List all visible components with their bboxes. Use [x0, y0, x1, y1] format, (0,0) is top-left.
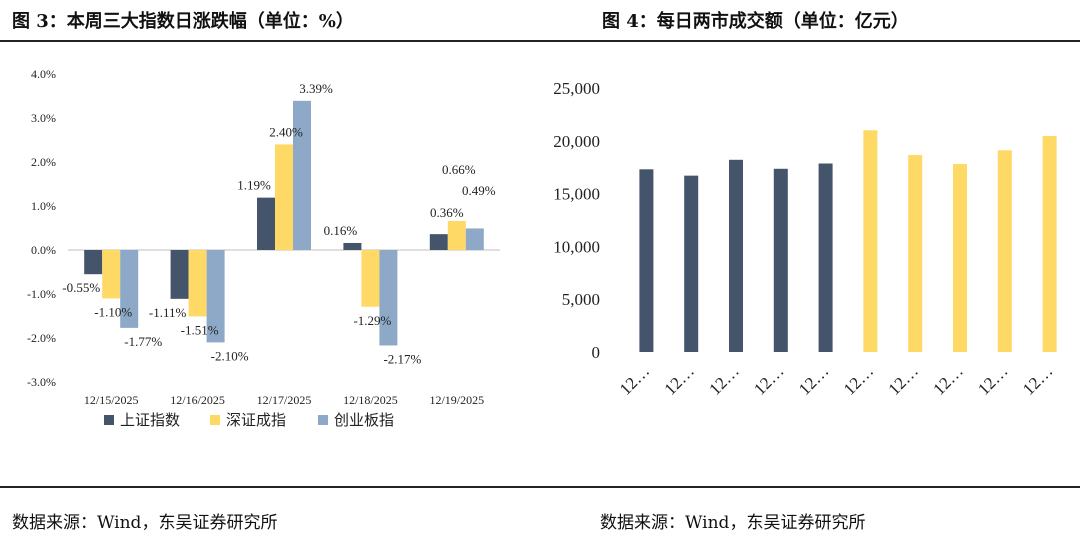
- right-bar-6: [863, 130, 878, 352]
- left-y-tick-label: 0.0%: [31, 243, 56, 257]
- left-data-label: 0.49%: [462, 183, 496, 198]
- bottom-divider: [0, 486, 1080, 488]
- left-y-tick-label: -2.0%: [27, 331, 56, 345]
- right-y-tick-label: 25,000: [553, 79, 600, 98]
- left-data-label: 3.39%: [299, 81, 333, 96]
- left-x-tick-label: 12/15/2025: [84, 393, 139, 407]
- left-data-label: -1.51%: [181, 322, 219, 337]
- left-x-axis: 12/15/2025 12/16/2025 12/17/2025 12/18/2025…: [84, 393, 484, 407]
- right-bar-4: [773, 168, 788, 352]
- left-data-label: 0.66%: [442, 162, 476, 177]
- left-bar-1-5: [429, 234, 448, 250]
- left-x-tick-label: 12/17/2025: [257, 393, 312, 407]
- figure-3-title: 图 3：本周三大指数日涨跌幅（单位：%）: [12, 11, 354, 32]
- left-data-label: 0.16%: [324, 223, 358, 238]
- top-divider: [0, 40, 1080, 42]
- left-legend-swatch: [318, 415, 328, 425]
- right-x-tick-label: 12…: [661, 361, 698, 398]
- left-bar-2-3: [275, 144, 293, 250]
- right-x-tick-label: 12…: [929, 361, 966, 398]
- left-y-tick-label: -1.0%: [27, 287, 56, 301]
- left-legend-label: 深证成指: [226, 412, 286, 429]
- left-legend: 上证指数 深证成指 创业板指: [104, 411, 394, 429]
- left-data-label: -1.10%: [94, 304, 132, 319]
- left-y-tick-label: 4.0%: [31, 67, 56, 81]
- right-bar-5: [818, 163, 833, 352]
- right-bar-10: [1042, 136, 1057, 352]
- right-y-tick-label: 0: [592, 343, 601, 362]
- right-bar-1: [639, 169, 654, 352]
- right-x-tick-label: 12…: [750, 361, 787, 398]
- right-bar-9: [997, 150, 1012, 352]
- left-data-label: -2.10%: [211, 348, 249, 363]
- left-y-tick-label: 3.0%: [31, 111, 56, 125]
- source-note-left: 数据来源：Wind，东吴证券研究所: [12, 513, 278, 533]
- left-data-label: -1.29%: [353, 313, 391, 328]
- right-bar-7: [908, 155, 923, 352]
- left-bars: [84, 100, 484, 346]
- left-bar-2-1: [102, 250, 121, 299]
- left-y-tick-label: -3.0%: [27, 375, 56, 389]
- left-y-tick-label: 2.0%: [31, 155, 56, 169]
- right-x-axis: 12… 12… 12… 12… 12… 12… 12… 12… 12… 12…: [616, 361, 1057, 398]
- left-bar-2-2: [188, 250, 207, 317]
- left-bar-1-2: [170, 250, 189, 299]
- left-bar-3-3: [293, 100, 311, 250]
- right-x-tick-label: 12…: [840, 361, 877, 398]
- right-bar-3: [729, 159, 743, 352]
- right-y-tick-label: 5,000: [562, 290, 600, 309]
- right-x-tick-label: 12…: [795, 361, 832, 398]
- left-bar-3-2: [206, 250, 225, 343]
- left-x-tick-label: 12/16/2025: [170, 393, 225, 407]
- left-data-label: 2.40%: [269, 124, 303, 139]
- left-legend-swatch: [210, 415, 220, 425]
- left-bar-3-4: [379, 250, 398, 346]
- source-note-right: 数据来源：Wind，东吴证券研究所: [600, 513, 866, 533]
- left-y-tick-label: 1.0%: [31, 199, 56, 213]
- left-bar-3-5: [465, 228, 484, 250]
- left-bar-1-4: [343, 242, 362, 250]
- left-y-axis: 4.0% 3.0% 2.0% 1.0% 0.0% -1.0% -2.0% -3.0%: [27, 67, 500, 389]
- left-legend-swatch: [104, 415, 114, 425]
- left-legend-label: 上证指数: [120, 412, 180, 429]
- left-data-label: -2.17%: [383, 351, 421, 366]
- left-data-label: -1.11%: [149, 305, 187, 320]
- left-bar-1-1: [84, 250, 103, 275]
- left-bar-3-1: [120, 250, 139, 328]
- figure-4-title: 图 4：每日两市成交额（单位：亿元）: [602, 11, 909, 32]
- right-x-tick-label: 12…: [705, 361, 742, 398]
- right-x-tick-label: 12…: [616, 361, 653, 398]
- daily-index-change-chart: 4.0% 3.0% 2.0% 1.0% 0.0% -1.0% -2.0% -3.0% -0.5…: [27, 67, 500, 429]
- left-data-label: -1.77%: [124, 334, 162, 349]
- left-x-tick-label: 12/19/2025: [429, 393, 484, 407]
- right-x-tick-label: 12…: [974, 361, 1011, 398]
- left-bar-2-4: [361, 250, 380, 307]
- left-bar-2-5: [447, 220, 466, 250]
- left-data-label: 1.19%: [237, 178, 271, 193]
- right-y-axis: 0 5,000 10,000 15,000 20,000 25,000: [553, 79, 600, 362]
- left-data-label: -0.55%: [62, 280, 100, 295]
- left-legend-label: 创业板指: [334, 411, 394, 429]
- right-y-tick-label: 10,000: [553, 237, 600, 256]
- right-x-tick-label: 12…: [1019, 361, 1056, 398]
- right-y-tick-label: 15,000: [553, 185, 600, 204]
- left-data-label: 0.36%: [430, 205, 464, 220]
- left-x-tick-label: 12/18/2025: [343, 393, 398, 407]
- left-bar-1-3: [257, 197, 275, 250]
- right-bar-2: [684, 175, 699, 352]
- right-bar-8: [953, 164, 967, 352]
- right-x-tick-label: 12…: [885, 361, 922, 398]
- right-y-tick-label: 20,000: [553, 132, 600, 151]
- right-bars: [639, 130, 1057, 352]
- left-data-labels: -0.55% -1.10% -1.77% -1.11% -1.51% -2.10% 1.19…: [62, 81, 496, 367]
